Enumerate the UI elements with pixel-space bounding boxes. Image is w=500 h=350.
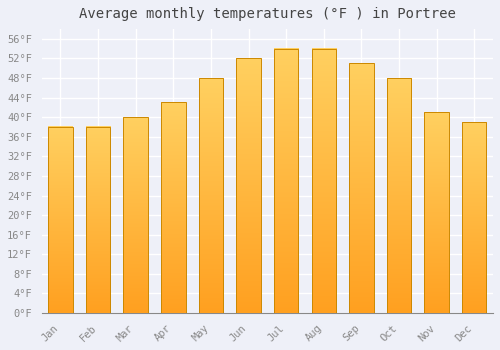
Title: Average monthly temperatures (°F ) in Portree: Average monthly temperatures (°F ) in Po… [79, 7, 456, 21]
